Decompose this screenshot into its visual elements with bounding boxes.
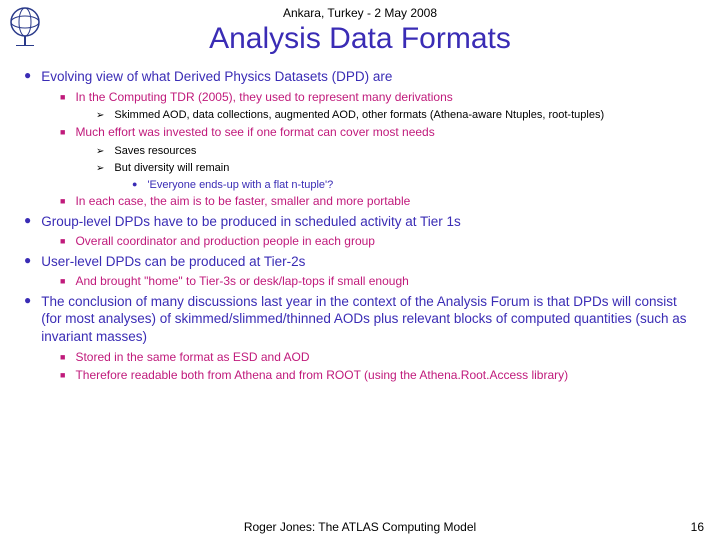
- square-icon: ■: [60, 91, 65, 106]
- arrow-icon: ➢: [96, 162, 104, 176]
- square-icon: ■: [60, 195, 65, 210]
- bullet-text: Much effort was invested to see if one f…: [75, 125, 434, 141]
- square-icon: ■: [60, 351, 65, 366]
- dot-icon: ●: [132, 178, 137, 192]
- bullet-l2: ■ Overall coordinator and production peo…: [60, 234, 700, 250]
- square-icon: ■: [60, 369, 65, 384]
- page-title: Analysis Data Formats: [20, 22, 700, 56]
- dot-icon: ●: [24, 213, 31, 231]
- bullet-text: In each case, the aim is to be faster, s…: [75, 194, 410, 210]
- bullet-text: User-level DPDs can be produced at Tier-…: [41, 253, 305, 271]
- bullet-l2: ■ Much effort was invested to see if one…: [60, 125, 700, 141]
- bullet-l1: ● Group-level DPDs have to be produced i…: [24, 213, 700, 231]
- bullet-text: Evolving view of what Derived Physics Da…: [41, 68, 392, 86]
- page-number: 16: [691, 520, 704, 534]
- bullet-text: Group-level DPDs have to be produced in …: [41, 213, 460, 231]
- bullet-l1: ● User-level DPDs can be produced at Tie…: [24, 253, 700, 271]
- slide: Ankara, Turkey - 2 May 2008 Analysis Dat…: [0, 0, 720, 540]
- bullet-text: 'Everyone ends-up with a flat n-tuple'?: [147, 178, 333, 192]
- bullet-l4: ● 'Everyone ends-up with a flat n-tuple'…: [132, 178, 700, 192]
- square-icon: ■: [60, 126, 65, 141]
- bullet-l3: ➢ Saves resources: [96, 144, 700, 159]
- bullet-text: In the Computing TDR (2005), they used t…: [75, 90, 452, 106]
- bullet-text: And brought "home" to Tier-3s or desk/la…: [75, 274, 408, 290]
- bullet-text: Stored in the same format as ESD and AOD: [75, 350, 309, 366]
- bullet-text: Overall coordinator and production peopl…: [75, 234, 375, 250]
- bullet-text: But diversity will remain: [114, 161, 229, 176]
- bullet-l1: ● The conclusion of many discussions las…: [24, 293, 700, 346]
- logo-icon: [6, 4, 44, 51]
- bullet-l3: ➢ Skimmed AOD, data collections, augment…: [96, 108, 700, 123]
- arrow-icon: ➢: [96, 109, 104, 123]
- bullet-l2: ■ In each case, the aim is to be faster,…: [60, 194, 700, 210]
- bullet-l2: ■ And brought "home" to Tier-3s or desk/…: [60, 274, 700, 290]
- bullet-text: Skimmed AOD, data collections, augmented…: [114, 108, 604, 123]
- bullet-l3: ➢ But diversity will remain: [96, 161, 700, 176]
- dot-icon: ●: [24, 68, 31, 86]
- arrow-icon: ➢: [96, 145, 104, 159]
- footer-text: Roger Jones: The ATLAS Computing Model: [0, 520, 720, 534]
- bullet-text: The conclusion of many discussions last …: [41, 293, 700, 346]
- bullet-l2: ■ Stored in the same format as ESD and A…: [60, 350, 700, 366]
- square-icon: ■: [60, 275, 65, 290]
- square-icon: ■: [60, 235, 65, 250]
- dot-icon: ●: [24, 253, 31, 271]
- bullet-text: Therefore readable both from Athena and …: [75, 368, 568, 384]
- bullet-l2: ■ Therefore readable both from Athena an…: [60, 368, 700, 384]
- bullet-l1: ● Evolving view of what Derived Physics …: [24, 68, 700, 86]
- content: ● Evolving view of what Derived Physics …: [20, 68, 700, 384]
- dot-icon: ●: [24, 293, 31, 346]
- bullet-text: Saves resources: [114, 144, 196, 159]
- header-date: Ankara, Turkey - 2 May 2008: [20, 6, 700, 20]
- bullet-l2: ■ In the Computing TDR (2005), they used…: [60, 90, 700, 106]
